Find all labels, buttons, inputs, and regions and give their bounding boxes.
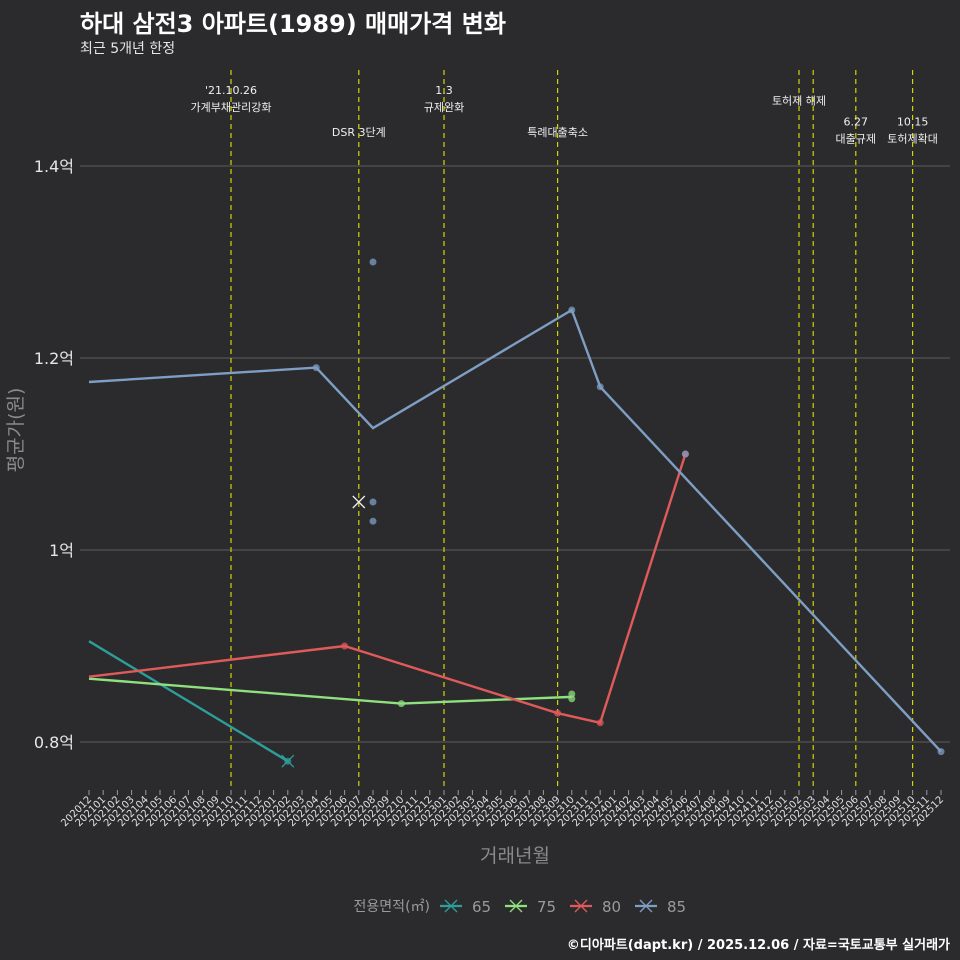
data-point-85 <box>681 450 689 458</box>
series-line-80 <box>88 453 687 725</box>
chart-subtitle: 최근 5개년 한정 <box>80 41 176 57</box>
data-point-85 <box>937 748 945 756</box>
event-label: 대출규제 <box>836 133 876 146</box>
data-point-75 <box>397 700 405 708</box>
data-point-80 <box>341 642 349 650</box>
data-point-85 <box>369 517 377 525</box>
y-tick-label: 1.2억 <box>34 349 74 368</box>
data-point-85 <box>568 306 576 314</box>
event-label: 규제완화 <box>424 101 464 114</box>
data-point-75 <box>568 690 576 698</box>
event-label: 토허제확대 <box>887 133 938 146</box>
event-label: 가계부채관리강화 <box>191 101 272 114</box>
x-axis-title: 거래년월 <box>480 845 550 867</box>
data-point-80 <box>554 709 562 717</box>
legend-title: 전용면적(㎡) <box>354 899 430 915</box>
legend-label-80: 80 <box>602 898 621 916</box>
legend-label-65: 65 <box>472 898 491 916</box>
chart-title: 하대 삼전3 아파트(1989) 매매가격 변화 <box>80 10 506 38</box>
data-point-75 <box>568 695 576 703</box>
data-point-85 <box>312 364 320 372</box>
series-line-75 <box>88 677 572 705</box>
data-point-85 <box>369 258 377 266</box>
legend-cross-85 <box>639 899 653 913</box>
event-label: 10.15 <box>897 116 929 129</box>
y-tick-label: 1억 <box>49 541 74 560</box>
legend-label-75: 75 <box>537 898 556 916</box>
y-axis-title: 평균가(원) <box>5 388 27 473</box>
data-point-85 <box>369 498 377 506</box>
event-label: 6.27 <box>844 116 869 129</box>
series-line-85 <box>88 308 942 753</box>
data-point-80 <box>596 719 604 727</box>
cross-marker-85 <box>352 495 366 509</box>
legend-cross-80 <box>574 899 588 913</box>
chart-caption: ©디아파트(dapt.kr) / 2025.12.06 / 자료=국토교통부 실… <box>566 938 950 953</box>
cross-marker-65 <box>281 754 295 768</box>
y-tick-label: 1.4억 <box>34 157 74 176</box>
y-tick-label: 0.8억 <box>34 733 74 752</box>
event-label: 1.3 <box>435 84 453 97</box>
legend-label-85: 85 <box>667 898 686 916</box>
event-label: '21.10.26 <box>205 84 257 97</box>
legend-cross-75 <box>509 899 523 913</box>
legend-cross-65 <box>444 899 458 913</box>
event-label: 특례대출축소 <box>527 126 588 139</box>
data-point-85 <box>596 383 604 391</box>
series-line-65 <box>88 640 289 763</box>
event-label: 토허제 해제 <box>772 94 826 108</box>
event-label: DSR 3단계 <box>332 126 386 139</box>
